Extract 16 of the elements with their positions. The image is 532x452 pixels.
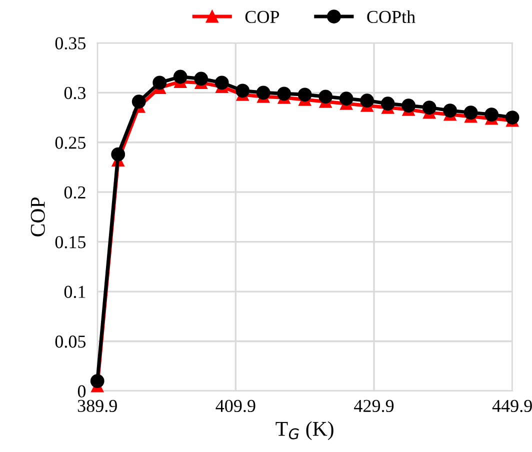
y-tick-label: 0 bbox=[78, 385, 86, 398]
x-tick-label: 429.9 bbox=[354, 400, 394, 412]
legend-label: COPth bbox=[367, 10, 416, 24]
y-axis-title: COP bbox=[30, 198, 45, 236]
y-tick-label: 0.2 bbox=[64, 186, 86, 199]
legend-label: COP bbox=[245, 10, 280, 24]
y-tick-label: 0.3 bbox=[64, 86, 86, 100]
x-tick-label: 449.9 bbox=[492, 400, 532, 412]
x-tick-label: 409.9 bbox=[216, 400, 256, 412]
y-tick-label: 0.15 bbox=[55, 236, 86, 248]
x-axis-title: T$_{G}$ (K) bbox=[276, 421, 334, 440]
y-tick-label: 0.25 bbox=[55, 136, 86, 149]
y-tick-label: 0.35 bbox=[55, 37, 86, 50]
x-tick-label: 389.9 bbox=[78, 400, 117, 412]
y-tick-label: 0.05 bbox=[55, 336, 86, 348]
y-tick-label: 0.1 bbox=[64, 286, 86, 298]
